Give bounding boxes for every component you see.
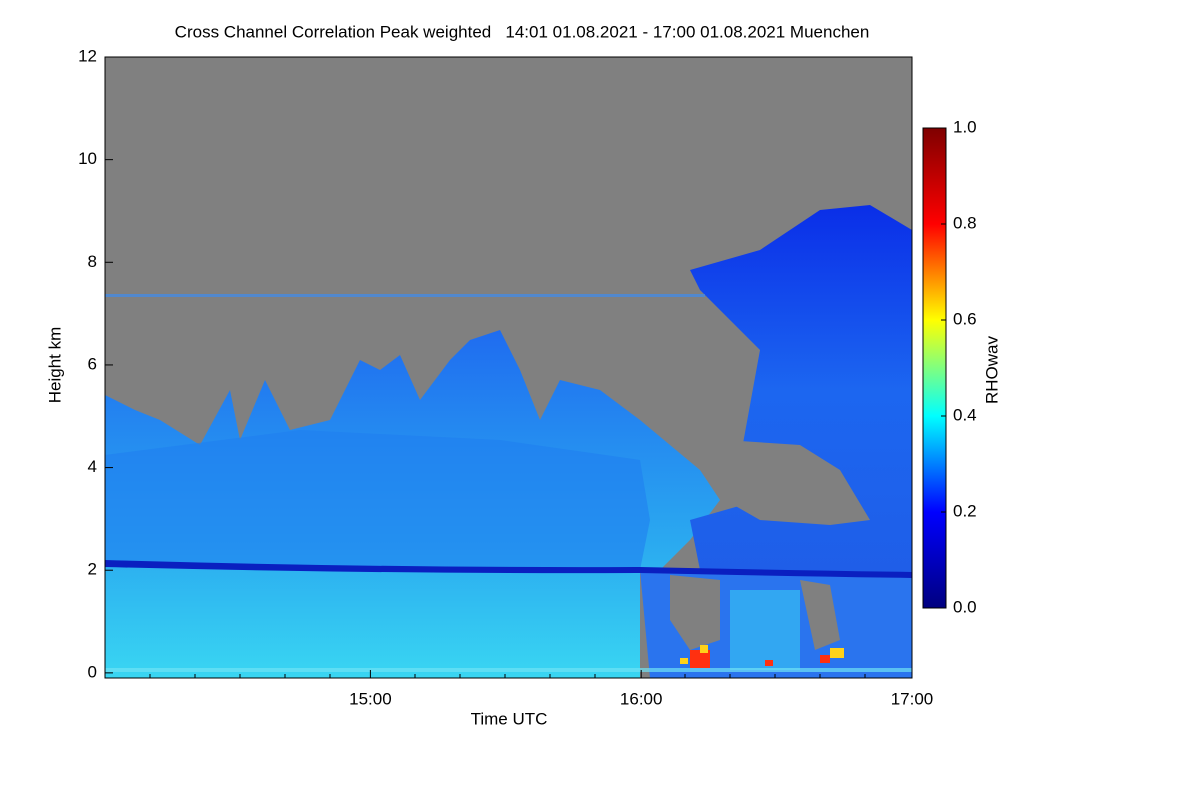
chart-title: Cross Channel Correlation Peak weighted … [175, 22, 870, 41]
colorbar-tick-label: 0.2 [953, 501, 977, 520]
y-axis-label: Height km [45, 327, 64, 404]
y-tick-label: 4 [88, 457, 97, 476]
y-tick-label: 6 [88, 354, 97, 373]
y-tick-label: 8 [88, 252, 97, 271]
y-tick-label: 10 [78, 149, 97, 168]
colorbar-tick-label: 1.0 [953, 117, 977, 136]
colorbar-tick-label: 0.4 [953, 405, 977, 424]
x-axis-label: Time UTC [471, 709, 548, 728]
colorbar-tick-label: 0.0 [953, 597, 977, 616]
x-tick-label: 17:00 [891, 689, 934, 708]
y-tick-label: 12 [78, 46, 97, 65]
colorbar-label: RHOwav [982, 335, 1001, 404]
y-tick-label: 2 [88, 560, 97, 579]
heatmap-image [104, 56, 913, 679]
colorbar-tick-label: 0.6 [953, 309, 977, 328]
colorbar-tick-label: 0.8 [953, 213, 977, 232]
x-minor-ticks [149, 674, 866, 678]
x-tick-label: 16:00 [620, 689, 663, 708]
y-tick-label: 0 [88, 662, 97, 681]
colorbar [922, 127, 947, 609]
x-tick-label: 15:00 [349, 689, 392, 708]
